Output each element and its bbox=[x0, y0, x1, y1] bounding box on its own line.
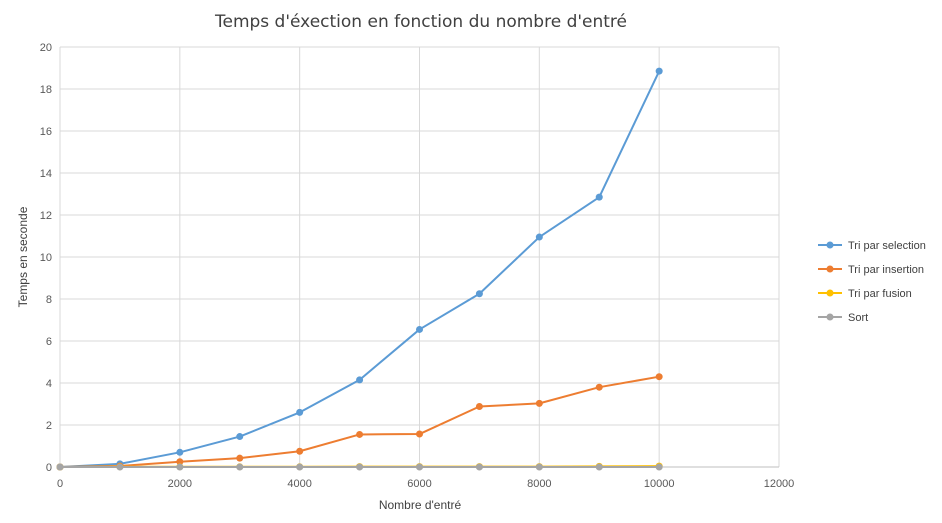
data-point bbox=[296, 463, 304, 471]
y-axis-title: Temps en seconde bbox=[16, 206, 30, 307]
data-point bbox=[176, 458, 184, 466]
series-0 bbox=[56, 67, 663, 471]
y-axis-ticks: 0 2 4 6 8 10 12 14 16 18 20 bbox=[40, 42, 52, 474]
legend-marker bbox=[826, 313, 834, 321]
legend-label: Sort bbox=[848, 312, 868, 324]
legend-marker bbox=[826, 241, 834, 249]
legend-label: Tri par selection bbox=[848, 240, 926, 252]
data-point bbox=[356, 376, 364, 384]
data-point bbox=[655, 67, 663, 75]
data-point bbox=[535, 463, 543, 471]
data-point bbox=[595, 193, 603, 201]
data-point bbox=[595, 383, 603, 391]
y-tick-label: 18 bbox=[40, 84, 52, 96]
x-tick-label: 0 bbox=[57, 478, 63, 490]
data-point bbox=[655, 373, 663, 381]
data-point bbox=[416, 430, 423, 438]
series-line bbox=[59, 375, 660, 468]
data-point bbox=[356, 463, 364, 471]
data-point bbox=[56, 463, 64, 471]
legend-marker bbox=[826, 289, 834, 297]
chart-title: Temps d'éxection en fonction du nombre d… bbox=[214, 12, 627, 32]
x-tick-label: 12000 bbox=[764, 478, 795, 490]
x-tick-label: 8000 bbox=[527, 478, 551, 490]
data-point bbox=[655, 463, 663, 471]
x-axis-ticks: 0 2000 4000 6000 8000 10000 12000 bbox=[57, 478, 794, 490]
y-tick-label: 20 bbox=[40, 42, 52, 54]
data-point bbox=[176, 463, 184, 471]
legend-item: Sort bbox=[818, 312, 868, 324]
data-point bbox=[475, 290, 483, 298]
data-point bbox=[416, 463, 423, 471]
y-tick-label: 0 bbox=[46, 462, 52, 474]
data-point bbox=[475, 463, 483, 471]
data-point bbox=[356, 430, 364, 438]
y-tick-label: 8 bbox=[46, 294, 52, 306]
data-point bbox=[116, 463, 124, 471]
x-tick-label: 4000 bbox=[287, 478, 311, 490]
x-axis-title: Nombre d'entré bbox=[379, 498, 462, 512]
x-tick-label: 2000 bbox=[168, 478, 192, 490]
y-tick-label: 10 bbox=[40, 252, 52, 264]
data-point bbox=[296, 447, 304, 455]
y-tick-label: 14 bbox=[40, 168, 52, 180]
data-point bbox=[176, 448, 184, 456]
data-point bbox=[416, 325, 423, 333]
gridlines bbox=[59, 46, 780, 468]
series-3 bbox=[56, 463, 663, 471]
y-tick-label: 16 bbox=[40, 126, 52, 138]
x-tick-label: 6000 bbox=[407, 478, 431, 490]
data-point bbox=[535, 399, 543, 407]
legend-marker bbox=[826, 265, 834, 273]
y-tick-label: 4 bbox=[46, 378, 52, 390]
data-point bbox=[296, 408, 304, 416]
y-tick-label: 12 bbox=[40, 210, 52, 222]
y-tick-label: 2 bbox=[46, 420, 52, 432]
data-point bbox=[236, 463, 244, 471]
legend-item: Tri par selection bbox=[818, 240, 926, 252]
data-point bbox=[595, 463, 603, 471]
legend-label: Tri par insertion bbox=[848, 264, 924, 276]
legend-item: Tri par fusion bbox=[818, 288, 912, 300]
legend: Tri par selection Tri par insertion Tri pa… bbox=[818, 240, 926, 324]
legend-item: Tri par insertion bbox=[818, 264, 924, 276]
series-group bbox=[56, 67, 663, 471]
y-tick-label: 6 bbox=[46, 336, 52, 348]
data-point bbox=[535, 233, 543, 241]
x-tick-label: 10000 bbox=[644, 478, 675, 490]
legend-label: Tri par fusion bbox=[848, 288, 912, 300]
data-point bbox=[236, 454, 244, 462]
series-1 bbox=[56, 373, 663, 471]
data-point bbox=[475, 403, 483, 411]
data-point bbox=[236, 433, 244, 441]
